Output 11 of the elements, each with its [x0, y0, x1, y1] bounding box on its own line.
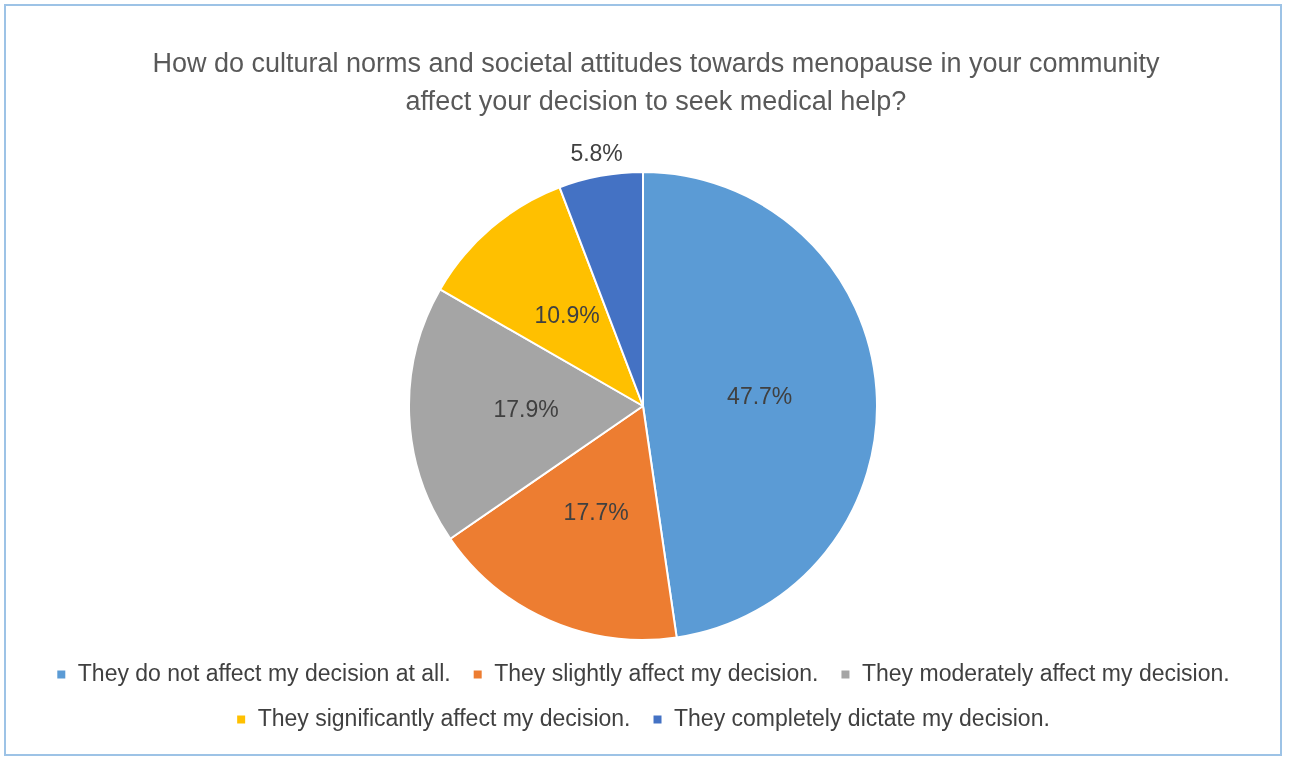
legend-label: They slightly affect my decision.: [494, 659, 819, 686]
legend-label: They significantly affect my decision.: [257, 704, 631, 731]
chart-title: How do cultural norms and societal attitudes towards menopause in your community affect your decision to seek medical help?: [151, 47, 1161, 118]
data-label: 5.8%: [570, 139, 623, 166]
data-label: 17.9%: [493, 396, 559, 423]
data-label: 17.7%: [563, 498, 629, 525]
legend-label: They moderately affect my decision.: [861, 659, 1230, 686]
legend-label: They completely dictate my decision.: [674, 704, 1050, 731]
data-label: 47.7%: [727, 382, 793, 409]
legend-label: They do not affect my decision at all.: [77, 659, 451, 686]
data-label: 10.9%: [534, 302, 600, 329]
